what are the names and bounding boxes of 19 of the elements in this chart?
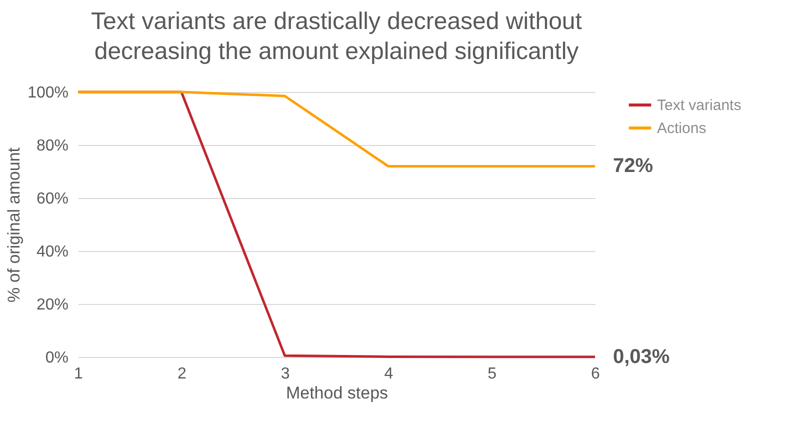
y-tick-label: 20%: [36, 296, 68, 314]
annotation: 72%: [613, 155, 654, 178]
y-tick-label: 40%: [36, 244, 68, 260]
annotation: 0,03%: [613, 346, 670, 368]
x-tick-label: 3: [280, 366, 290, 382]
x-tick-label: 1: [74, 366, 84, 382]
chart-title: Text variants are drastically decreased without decreasing the amount explained significantly: [91, 8, 582, 65]
x-tick-label: 4: [384, 366, 394, 382]
x-tick-label: 6: [591, 366, 600, 382]
legend-label: Text variants: [657, 97, 742, 114]
legend-label: Actions: [657, 120, 706, 137]
y-tick-label: 0%: [45, 350, 68, 366]
y-tick-label: 80%: [36, 138, 68, 154]
y-tick-label: 60%: [36, 190, 68, 208]
y-axis-title: % of original amount: [4, 147, 24, 302]
y-tick-label: 100%: [28, 84, 68, 102]
x-axis-title: Method steps: [286, 384, 388, 402]
x-tick-label: 2: [177, 366, 186, 382]
x-tick-label: 5: [488, 366, 497, 382]
